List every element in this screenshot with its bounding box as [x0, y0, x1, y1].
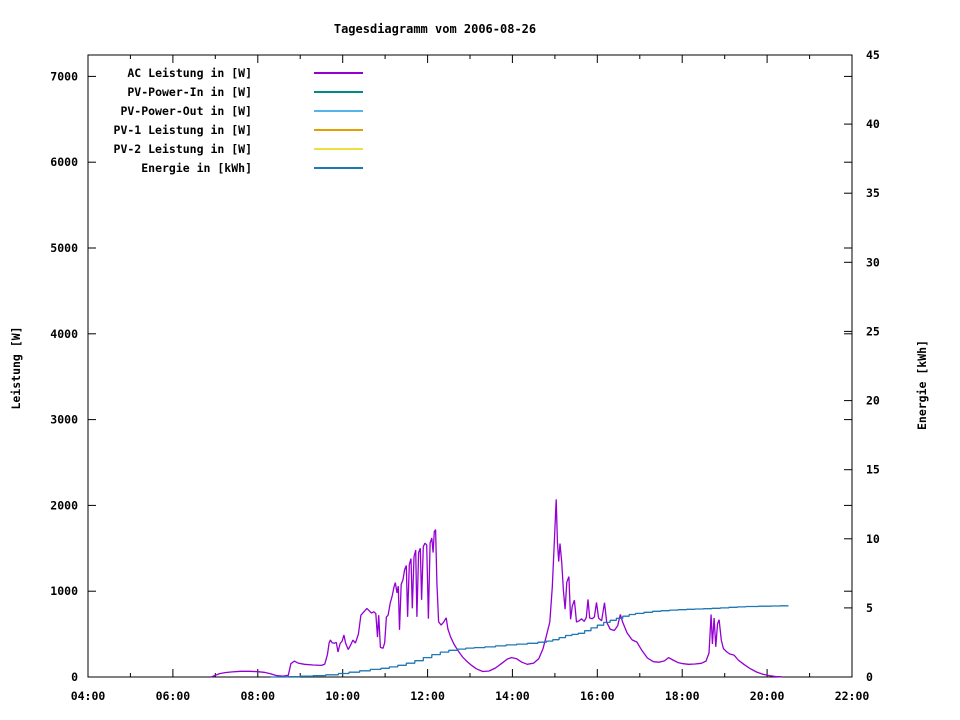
- x-tick-label: 16:00: [580, 689, 615, 703]
- y-left-tick-label: 6000: [50, 155, 78, 169]
- y-axis-label-right-text: Energie [kWh]: [915, 339, 929, 431]
- x-tick-label: 20:00: [750, 689, 785, 703]
- y-left-tick-label: 7000: [50, 69, 78, 83]
- legend-row: AC Leistung in [W]: [94, 63, 363, 82]
- y-right-tick-label: 40: [866, 117, 880, 131]
- y-right-tick-label: 5: [866, 601, 873, 615]
- legend-line-sample: [314, 166, 363, 169]
- y-right-tick-label: 0: [866, 670, 873, 684]
- y-axis-label-left-text: Leistung [W]: [9, 326, 23, 410]
- y-left-tick-label: 5000: [50, 241, 78, 255]
- legend-label: PV-Power-In in [W]: [127, 84, 252, 99]
- x-tick-label: 04:00: [71, 689, 106, 703]
- legend-line-sample: [314, 71, 363, 74]
- y-right-tick-label: 25: [866, 324, 880, 338]
- legend-row: PV-2 Leistung in [W]: [94, 139, 363, 158]
- x-tick-label: 10:00: [325, 689, 360, 703]
- x-tick-label: 08:00: [240, 689, 275, 703]
- y-left-tick-label: 2000: [50, 498, 78, 512]
- x-tick-label: 14:00: [495, 689, 530, 703]
- legend-label: PV-Power-Out in [W]: [120, 103, 252, 118]
- legend-label: AC Leistung in [W]: [127, 65, 252, 80]
- x-tick-label: 18:00: [665, 689, 700, 703]
- legend-line-sample: [314, 90, 363, 93]
- legend-row: PV-Power-Out in [W]: [94, 101, 363, 120]
- y-right-tick-label: 10: [866, 532, 880, 546]
- legend-label: PV-2 Leistung in [W]: [113, 141, 252, 156]
- series-0: [210, 499, 783, 678]
- y-right-tick-label: 20: [866, 394, 880, 408]
- chart-title: Tagesdiagramm vom 2006-08-26: [333, 22, 537, 36]
- y-right-tick-label: 15: [866, 463, 880, 477]
- y-left-tick-label: 3000: [50, 413, 78, 427]
- legend-row: PV-Power-In in [W]: [94, 82, 363, 101]
- series-5: [270, 605, 789, 678]
- x-tick-label: 12:00: [410, 689, 445, 703]
- legend-row: Energie in [kWh]: [94, 158, 363, 177]
- y-axis-label-left: Leistung [W]: [9, 326, 99, 409]
- x-tick-label: 22:00: [835, 689, 870, 703]
- legend: AC Leistung in [W] PV-Power-In in [W] PV…: [94, 63, 363, 177]
- x-tick-label: 06:00: [156, 689, 191, 703]
- y-left-tick-label: 1000: [50, 584, 78, 598]
- y-right-tick-label: 30: [866, 255, 880, 269]
- legend-label: PV-1 Leistung in [W]: [113, 122, 252, 137]
- y-left-tick-label: 0: [71, 670, 78, 684]
- y-right-tick-label: 35: [866, 186, 880, 200]
- legend-label: Energie in [kWh]: [141, 160, 252, 175]
- legend-line-sample: [314, 128, 363, 131]
- y-left-tick-label: 4000: [50, 327, 78, 341]
- legend-line-sample: [314, 147, 363, 150]
- legend-row: PV-1 Leistung in [W]: [94, 120, 363, 139]
- y-right-tick-label: 45: [866, 48, 880, 62]
- y-axis-label-right: Energie [kWh]: [915, 340, 960, 430]
- legend-line-sample: [314, 109, 363, 112]
